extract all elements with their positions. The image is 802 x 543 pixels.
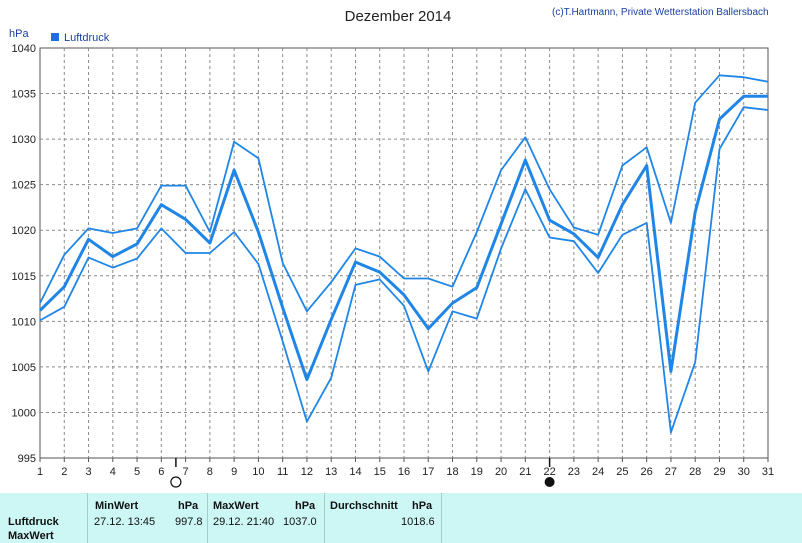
y-tick-label: 1000 [12, 407, 36, 419]
y-axis-unit: hPa [9, 28, 29, 40]
x-tick-label: 3 [85, 466, 91, 478]
x-tick-label: 14 [349, 466, 361, 478]
x-tick-label: 10 [252, 466, 264, 478]
y-tick-label: 995 [18, 453, 36, 465]
series-line-min [39, 106, 769, 434]
x-tick-label: 5 [134, 466, 140, 478]
y-tick-label: 1040 [12, 43, 36, 55]
avg-value: 1018.6 [401, 516, 435, 528]
x-tick-label: 11 [277, 466, 288, 478]
x-tick-label: 17 [422, 466, 434, 478]
x-tick-label: 9 [231, 466, 237, 478]
x-tick-label: 28 [689, 466, 701, 478]
avg-header: Durchschnitt [330, 500, 398, 512]
min-unit: hPa [178, 500, 199, 512]
min-value: 997.8 [175, 516, 203, 528]
x-tick-label: 22 [543, 466, 555, 478]
stats-panel: MinWert hPa MaxWert hPa Durchschnitt hPa… [0, 493, 802, 543]
row-label-2: MaxWert [8, 530, 54, 542]
chart-title: Dezember 2014 [345, 8, 452, 25]
row-label: Luftdruck [8, 516, 59, 528]
copyright-notice: (c)T.Hartmann, Private Wetterstation Bal… [552, 7, 769, 18]
x-tick-label: 1 [37, 466, 43, 478]
x-tick-label: 8 [207, 466, 213, 478]
avg-unit: hPa [412, 500, 433, 512]
legend-swatch [51, 33, 59, 41]
stats-divider [87, 493, 88, 543]
x-tick-label: 23 [568, 466, 580, 478]
x-tick-label: 24 [592, 466, 604, 478]
new-moon-icon [544, 477, 555, 487]
stats-divider [441, 493, 442, 543]
x-tick-label: 12 [301, 466, 313, 478]
y-tick-label: 1035 [12, 89, 36, 101]
x-tick-label: 29 [713, 466, 725, 478]
series-line-mean [38, 94, 768, 382]
y-tick-label: 1005 [12, 362, 36, 374]
x-tick-label: 25 [616, 466, 628, 478]
x-tick-label: 6 [158, 466, 164, 478]
full-moon-icon [170, 476, 182, 488]
x-tick-label: 27 [665, 466, 677, 478]
x-tick-label: 7 [183, 466, 189, 478]
x-tick-label: 18 [446, 466, 458, 478]
x-tick-label: 31 [762, 466, 774, 478]
x-tick-label: 13 [325, 466, 337, 478]
x-tick-label: 4 [110, 466, 116, 478]
x-tick-label: 30 [738, 466, 750, 478]
max-time: 29.12. 21:40 [213, 516, 275, 528]
stats-divider [324, 493, 325, 543]
x-tick-label: 2 [61, 466, 67, 478]
min-time: 27.12. 13:45 [94, 516, 156, 528]
x-tick-label: 19 [471, 466, 483, 478]
y-tick-label: 1025 [12, 180, 36, 192]
max-value: 1037.0 [283, 516, 317, 528]
plot-area: 9951000100510101015102010251030103510401… [12, 43, 774, 488]
series-line-max [39, 74, 769, 313]
x-tick-label: 21 [519, 466, 531, 478]
max-unit: hPa [295, 500, 316, 512]
y-tick-label: 1030 [12, 134, 36, 146]
y-tick-label: 1015 [12, 271, 36, 283]
y-tick-label: 1010 [12, 316, 36, 328]
pressure-chart: Dezember 2014 (c)T.Hartmann, Private Wet… [9, 7, 774, 488]
max-header: MaxWert [213, 500, 259, 512]
x-tick-label: 26 [641, 466, 653, 478]
min-header: MinWert [95, 500, 139, 512]
stats-divider [207, 493, 208, 543]
x-tick-label: 16 [398, 466, 410, 478]
x-tick-label: 20 [495, 466, 507, 478]
legend-label: Luftdruck [64, 32, 110, 44]
x-tick-label: 15 [374, 466, 386, 478]
y-tick-label: 1020 [12, 225, 36, 237]
